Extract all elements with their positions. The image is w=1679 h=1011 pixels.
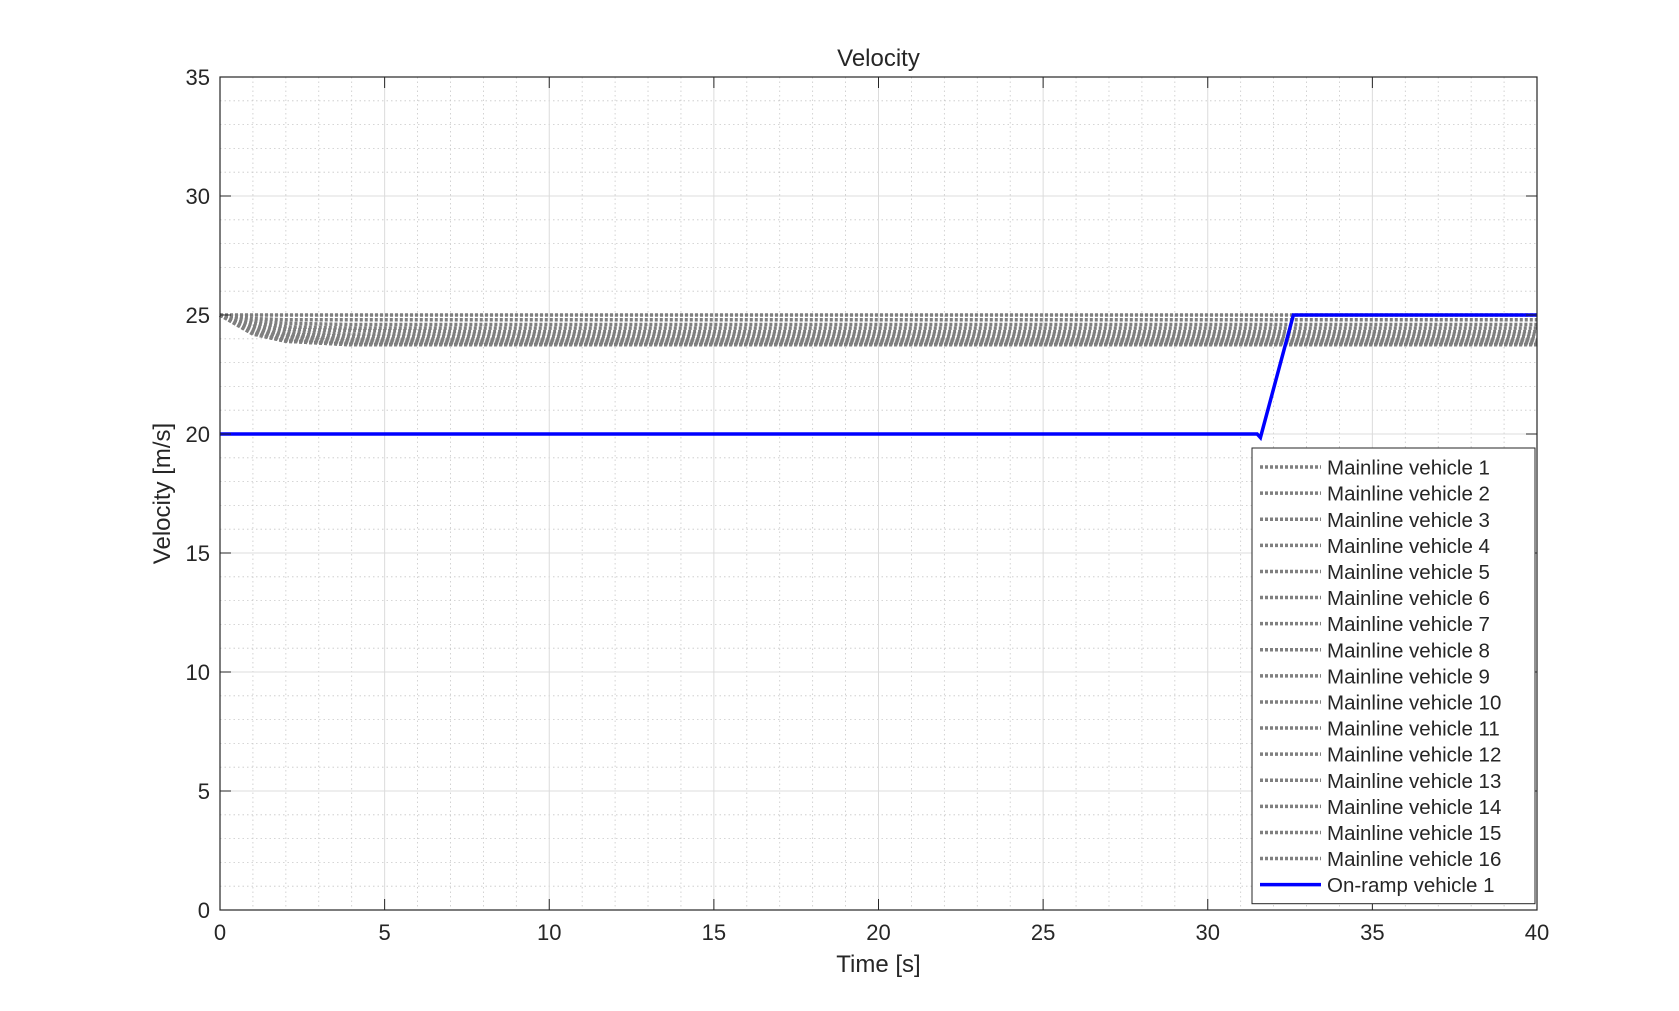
y-axis-label: Velocity [m/s] xyxy=(149,423,176,564)
legend-label: Mainline vehicle 5 xyxy=(1327,561,1490,584)
x-tick-label: 35 xyxy=(1360,920,1384,945)
series-line xyxy=(220,313,1537,442)
series-line xyxy=(219,313,1537,347)
legend-label: Mainline vehicle 9 xyxy=(1327,665,1490,688)
y-tick-label: 15 xyxy=(186,541,210,566)
legend-label: Mainline vehicle 15 xyxy=(1327,822,1501,845)
series-layer xyxy=(219,313,1537,442)
series-line xyxy=(219,313,1537,330)
legend-label: Mainline vehicle 16 xyxy=(1327,848,1501,871)
x-tick-label: 15 xyxy=(702,920,726,945)
tick-labels: 0 5 10 15 20 25 30 35 40 0 5 10 15 20 25 30 35 xyxy=(186,65,1550,945)
y-tick-label: 20 xyxy=(186,422,210,447)
chart-title: Velocity xyxy=(837,45,920,72)
x-tick-label: 40 xyxy=(1525,920,1549,945)
x-tick-label: 0 xyxy=(214,920,226,945)
y-tick-label: 35 xyxy=(186,65,210,90)
legend-label: Mainline vehicle 1 xyxy=(1327,457,1490,480)
legend-label: On-ramp vehicle 1 xyxy=(1327,874,1494,897)
legend-label: Mainline vehicle 14 xyxy=(1327,796,1501,819)
legend-label: Mainline vehicle 6 xyxy=(1327,587,1490,610)
x-axis-label: Time [s] xyxy=(836,951,920,978)
legend-label: Mainline vehicle 10 xyxy=(1327,691,1501,714)
x-tick-label: 20 xyxy=(866,920,890,945)
x-tick-label: 30 xyxy=(1196,920,1220,945)
legend-label: Mainline vehicle 4 xyxy=(1327,535,1490,558)
y-tick-label: 5 xyxy=(198,779,210,804)
x-tick-label: 25 xyxy=(1031,920,1055,945)
y-tick-label: 10 xyxy=(186,660,210,685)
legend-label: Mainline vehicle 2 xyxy=(1327,483,1490,506)
legend-label: Mainline vehicle 8 xyxy=(1327,639,1490,662)
legend-box xyxy=(1251,447,1536,905)
legend-label: Mainline vehicle 12 xyxy=(1327,744,1501,767)
legend-label: Mainline vehicle 13 xyxy=(1327,770,1501,793)
y-tick-label: 30 xyxy=(186,184,210,209)
legend-label: Mainline vehicle 7 xyxy=(1327,613,1490,636)
legend-label: Mainline vehicle 3 xyxy=(1327,509,1490,532)
x-tick-label: 10 xyxy=(537,920,561,945)
x-tick-label: 5 xyxy=(379,920,391,945)
legend-label: Mainline vehicle 11 xyxy=(1327,718,1500,741)
y-tick-label: 25 xyxy=(186,303,210,328)
y-tick-label: 0 xyxy=(198,898,210,923)
legend: Mainline vehicle 1 Mainline vehicle 2 Main… xyxy=(1251,447,1536,905)
